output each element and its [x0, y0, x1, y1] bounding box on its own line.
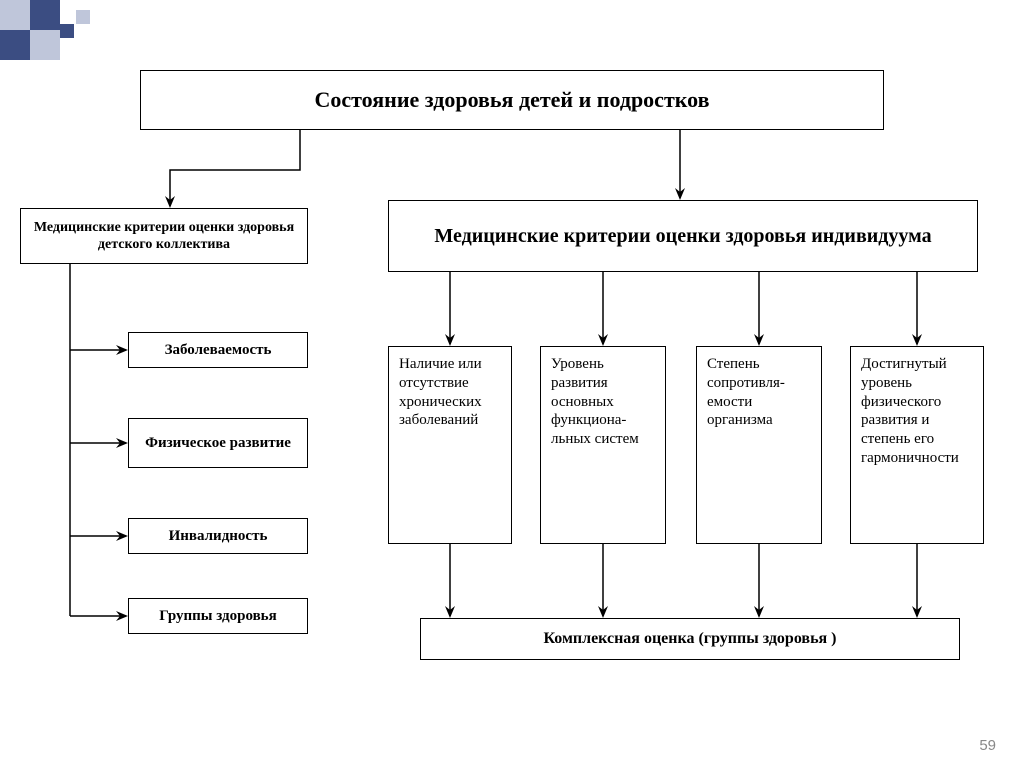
node-lb2: Физическое развитие — [128, 418, 308, 468]
node-left-head: Медицинские критерии оценки здоровья дет… — [20, 208, 308, 264]
node-rb3: Степень сопротивля-емости организма — [696, 346, 822, 544]
node-bottom: Комплексная оценка (группы здоровья ) — [420, 618, 960, 660]
deco-sq — [60, 24, 74, 38]
deco-sq — [30, 0, 60, 30]
node-lb1: Заболеваемость — [128, 332, 308, 368]
node-title: Состояние здоровья детей и подростков — [140, 70, 884, 130]
deco-sq — [30, 30, 60, 60]
node-rb1: Наличие или отсутствие хронических забол… — [388, 346, 512, 544]
node-lb3: Инвалидность — [128, 518, 308, 554]
deco-sq — [0, 30, 30, 60]
node-lb4: Группы здоровья — [128, 598, 308, 634]
node-rb4: Достигнутый уровень физического развития… — [850, 346, 984, 544]
page-number: 59 — [979, 737, 996, 754]
deco-sq — [0, 0, 30, 30]
deco-sq — [76, 10, 90, 24]
node-rb2: Уровень развития основных функциона-льны… — [540, 346, 666, 544]
node-right-head: Медицинские критерии оценки здоровья инд… — [388, 200, 978, 272]
